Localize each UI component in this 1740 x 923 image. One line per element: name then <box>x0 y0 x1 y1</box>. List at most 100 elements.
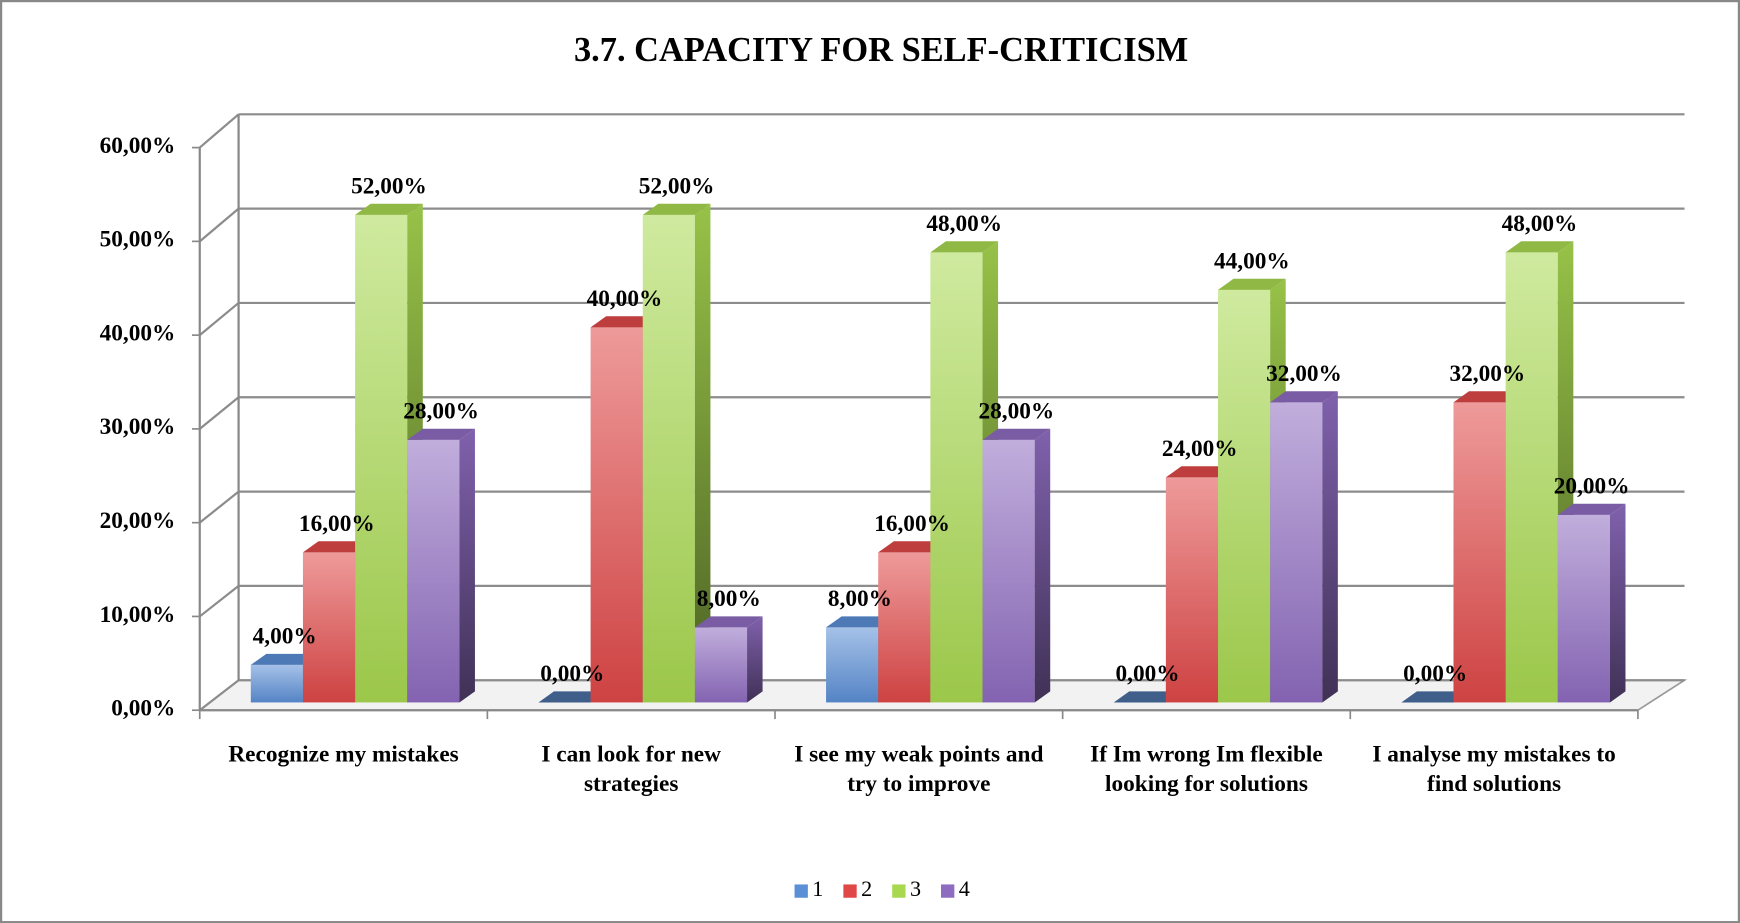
data-label: 0,00% <box>1403 661 1467 687</box>
bar-top <box>1557 503 1626 515</box>
bar-top <box>642 203 711 215</box>
bar-top <box>250 653 319 665</box>
bar <box>1401 691 1470 703</box>
bar-top <box>1270 391 1338 403</box>
bar-top <box>538 691 607 703</box>
bar-top <box>1113 691 1182 703</box>
bar-top <box>302 541 371 553</box>
bar-front <box>642 214 695 703</box>
bar-front <box>1218 289 1271 703</box>
bar-front <box>878 552 931 703</box>
data-label: 28,00% <box>403 399 479 425</box>
legend-label: 2 <box>861 876 872 901</box>
bar-top <box>590 316 659 328</box>
bar <box>1270 391 1338 703</box>
bar-front <box>1453 402 1506 703</box>
grid-line-side <box>199 207 240 243</box>
bar-front <box>407 439 460 703</box>
x-tick-label: I see my weak points and try to improve <box>794 740 1044 797</box>
data-label: 20,00% <box>1554 474 1630 500</box>
y-tick-label: 20,00% <box>100 508 176 534</box>
bar <box>930 241 999 703</box>
bar-top <box>1401 691 1470 703</box>
data-label: 8,00% <box>697 586 761 612</box>
data-label: 40,00% <box>587 286 663 312</box>
bar <box>407 428 475 703</box>
legend-swatch <box>794 884 808 898</box>
grid-line-side <box>199 113 240 149</box>
bar-top <box>1453 391 1522 403</box>
grid-line-side <box>199 679 240 712</box>
bar <box>694 616 763 703</box>
chart-title: 3.7. CAPACITY FOR SELF-CRITICISM <box>574 31 1188 69</box>
bar-side <box>1034 428 1051 703</box>
bar-side <box>747 616 763 703</box>
grid-line-side <box>199 490 240 524</box>
bar-side <box>1322 391 1338 703</box>
bar-top <box>826 616 894 628</box>
bar-top <box>1218 278 1286 290</box>
data-label: 44,00% <box>1214 249 1290 275</box>
bar-front <box>1165 477 1219 703</box>
data-label: 24,00% <box>1162 436 1238 462</box>
y-tick-label: 0,00% <box>111 696 175 722</box>
data-label: 32,00% <box>1449 361 1525 387</box>
y-tick-label: 60,00% <box>100 133 176 159</box>
x-tick-label: I can look for new strategies <box>541 740 721 797</box>
bar-side <box>459 428 475 703</box>
bar <box>1557 503 1626 703</box>
bar-front <box>355 214 408 703</box>
data-label: 48,00% <box>1502 211 1578 237</box>
data-label: 8,00% <box>828 586 892 612</box>
y-tick-label: 50,00% <box>100 227 176 253</box>
bar-front <box>1505 252 1558 703</box>
legend-label: 3 <box>910 876 921 901</box>
bar-front <box>590 327 643 703</box>
data-label: 0,00% <box>540 661 604 687</box>
data-label: 52,00% <box>351 174 427 200</box>
bar-top <box>355 203 423 215</box>
bar-front <box>826 627 879 703</box>
bar-front <box>694 627 748 703</box>
data-label: 52,00% <box>639 174 715 200</box>
data-label: 0,00% <box>1116 661 1180 687</box>
legend-label: 1 <box>812 876 823 901</box>
bar-top <box>878 541 946 553</box>
bar <box>538 691 607 703</box>
bar-front <box>1557 514 1610 703</box>
legend-label: 4 <box>959 876 970 901</box>
bar-top <box>930 241 999 253</box>
bar-front <box>250 664 303 703</box>
legend-swatch <box>892 884 906 898</box>
bar-top <box>1505 241 1574 253</box>
bar-front <box>1270 402 1323 703</box>
x-tick-label: I analyse my mistakes to find solutions <box>1372 740 1616 797</box>
bar <box>982 428 1051 703</box>
y-tick-label: 10,00% <box>100 602 176 628</box>
grid-line-side <box>199 396 240 430</box>
bar-top <box>982 428 1051 440</box>
legend-swatch <box>843 884 857 898</box>
bar-front <box>982 439 1035 703</box>
data-label: 28,00% <box>979 399 1055 425</box>
legend-swatch <box>941 884 955 898</box>
bar-top <box>407 428 475 440</box>
y-tick-label: 30,00% <box>100 414 176 440</box>
data-label: 16,00% <box>299 511 375 537</box>
grid-line-side <box>199 302 240 336</box>
data-label: 32,00% <box>1266 361 1342 387</box>
bar-side <box>694 203 711 703</box>
data-label: 4,00% <box>253 624 317 650</box>
x-tick-label: If Im wrong Im flexible looking for solu… <box>1090 740 1323 797</box>
data-label: 48,00% <box>926 211 1002 237</box>
x-tick-label: Recognize my mistakes <box>228 740 459 767</box>
bar-top <box>1165 466 1234 478</box>
bar-front <box>930 252 983 703</box>
grid-line-side <box>199 585 240 618</box>
bar-front <box>302 552 356 703</box>
bar-side <box>1609 503 1626 703</box>
bar <box>1113 691 1182 703</box>
